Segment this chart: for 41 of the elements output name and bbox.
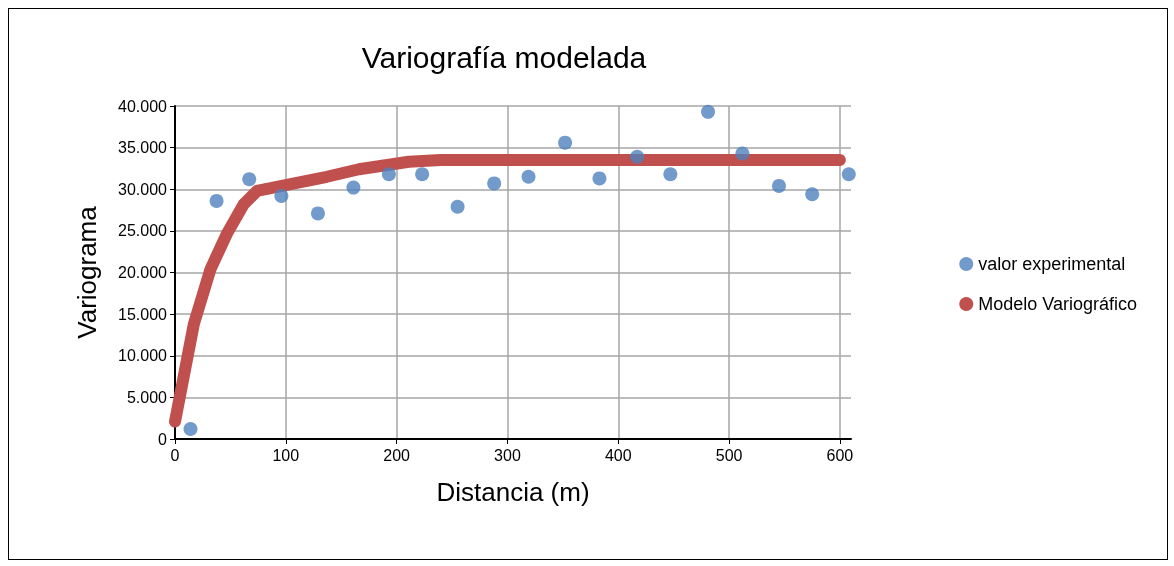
point: [242, 172, 257, 187]
y-tick-label: 10.000: [118, 347, 168, 365]
y-tick-label: 40.000: [118, 97, 168, 115]
x-tick-label: 600: [826, 446, 854, 464]
point: [663, 167, 678, 182]
point: [592, 171, 607, 186]
point: [487, 176, 502, 191]
x-tick-label: 200: [383, 446, 411, 464]
legend-label: Modelo Variográfico: [978, 294, 1137, 314]
chart-title: Variografía modelada: [361, 40, 647, 74]
x-tick-label: 300: [494, 446, 521, 464]
point: [274, 188, 289, 203]
point: [701, 104, 716, 119]
point: [630, 149, 645, 164]
x-tick-label: 0: [170, 446, 180, 464]
point: [346, 180, 361, 195]
point: [209, 193, 224, 208]
x-tick-label: 400: [604, 446, 632, 464]
point: [310, 206, 325, 221]
x-tick-label: 100: [272, 446, 300, 464]
point: [521, 169, 536, 184]
y-tick-label: 20.000: [118, 264, 168, 281]
point: [415, 167, 430, 182]
point: [381, 167, 396, 182]
y-tick-label: 5.000: [126, 388, 168, 406]
x-tick-label: 500: [715, 446, 743, 464]
point: [450, 199, 465, 214]
point: [558, 135, 573, 150]
point: [805, 187, 820, 202]
y-tick-label: 35.000: [118, 139, 168, 157]
point: [771, 178, 786, 193]
y-axis-title: Variograma: [72, 205, 102, 339]
y-tick-label: 15.000: [118, 305, 168, 323]
y-tick-label: 25.000: [118, 222, 168, 240]
legend-label: valor experimental: [978, 254, 1126, 274]
point: [735, 146, 750, 161]
x-axis-title: Distancia (m): [436, 477, 590, 507]
y-tick-label: 0: [158, 430, 168, 448]
point: [841, 167, 856, 182]
y-tick-label: 30.000: [118, 180, 168, 198]
point: [183, 422, 198, 437]
